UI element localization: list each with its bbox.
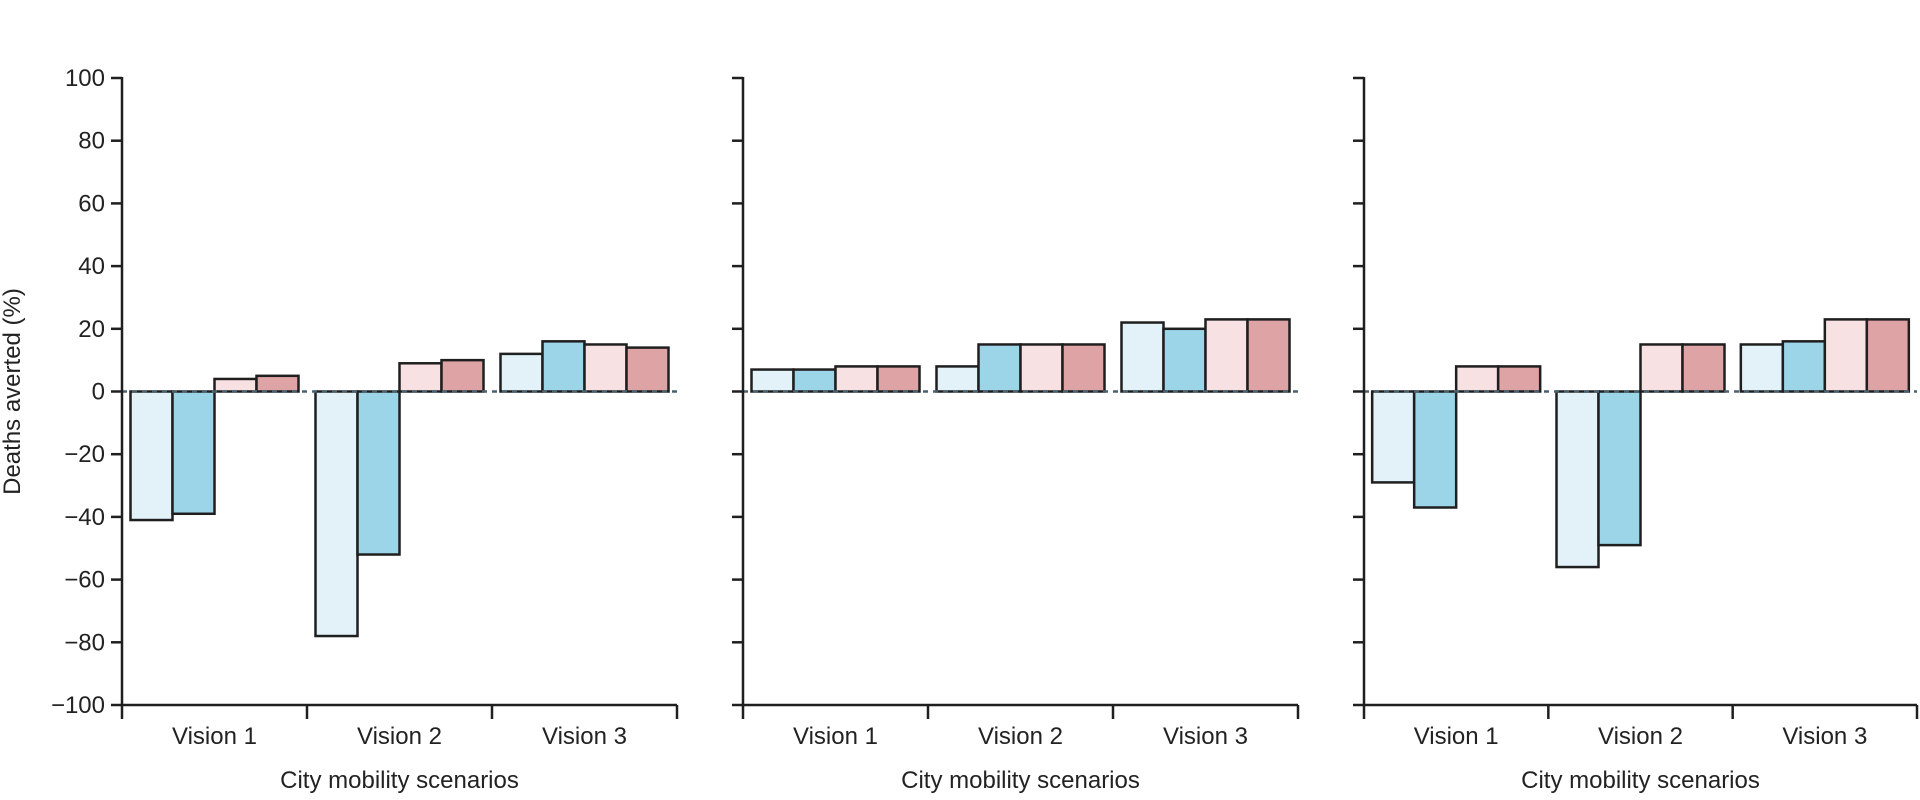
category-label-p3-1: Vision 1	[1414, 723, 1499, 750]
bar-p2-s1-2	[935, 365, 980, 393]
category-label-p2-3: Vision 3	[1163, 723, 1248, 750]
bar-p3-s1-3	[1739, 343, 1785, 393]
bar-p1-s2-2	[356, 390, 401, 556]
category-label-p1-1: Vision 1	[172, 723, 257, 750]
bar-p3-s4-3	[1865, 318, 1911, 393]
y-tick-label-1: −100	[51, 692, 105, 719]
bar-p2-s1-3	[1120, 321, 1165, 393]
category-label-p1-3: Vision 3	[542, 723, 627, 750]
y-tick-label-10: 80	[78, 128, 105, 155]
bar-p2-s4-3	[1246, 318, 1291, 393]
category-label-p1-2: Vision 2	[357, 723, 442, 750]
bar-p1-s4-2	[440, 358, 485, 393]
x-axis-title-p2: City mobility scenarios	[901, 767, 1140, 794]
bar-p3-s3-3	[1823, 318, 1869, 393]
x-axis-title-p1: City mobility scenarios	[280, 767, 519, 794]
bar-p2-s2-2	[977, 343, 1022, 393]
bar-p3-s3-1	[1454, 365, 1500, 393]
x-axis-title-p3: City mobility scenarios	[1521, 767, 1760, 794]
y-tick-label-9: 60	[78, 190, 105, 217]
bar-p1-s1-1	[129, 390, 174, 522]
bar-p1-s3-3	[583, 343, 628, 393]
bar-p1-s1-3	[499, 352, 544, 393]
bar-p2-s4-1	[876, 365, 921, 393]
y-tick-label-7: 20	[78, 316, 105, 343]
category-label-p2-2: Vision 2	[978, 723, 1063, 750]
bar-p1-s3-2	[398, 362, 443, 393]
bar-p3-s2-3	[1781, 340, 1827, 393]
y-axis-title: Deaths averted (%)	[0, 288, 26, 495]
y-tick-label-4: −40	[64, 504, 105, 531]
bar-p2-s3-1	[834, 365, 879, 393]
bar-p2-s3-3	[1204, 318, 1249, 393]
bar-p3-s1-2	[1555, 390, 1600, 569]
bar-p2-s3-2	[1019, 343, 1064, 393]
bar-p1-s3-1	[213, 377, 258, 393]
bar-p3-s2-1	[1412, 390, 1458, 509]
bar-p3-s3-2	[1639, 343, 1684, 393]
bar-p1-s1-2	[314, 390, 359, 638]
bar-p1-s2-3	[541, 340, 586, 393]
bar-p3-s4-2	[1681, 343, 1726, 393]
bar-p1-s4-1	[255, 374, 300, 393]
y-tick-label-5: −20	[64, 441, 105, 468]
category-label-p3-2: Vision 2	[1598, 723, 1683, 750]
bar-p3-s4-1	[1496, 365, 1542, 393]
bar-p3-s1-1	[1370, 390, 1416, 484]
category-label-p2-1: Vision 1	[793, 723, 878, 750]
bar-p2-s1-1	[750, 368, 795, 393]
bar-p2-s2-3	[1162, 327, 1207, 393]
bar-p1-s4-3	[625, 346, 670, 393]
y-tick-label-6: 0	[92, 379, 105, 406]
y-tick-label-11: 100	[65, 65, 105, 92]
bar-p3-s2-2	[1597, 390, 1642, 547]
bar-p1-s2-1	[171, 390, 216, 516]
y-tick-label-3: −60	[64, 567, 105, 594]
y-tick-label-2: −80	[64, 629, 105, 656]
bar-p2-s4-2	[1061, 343, 1106, 393]
bar-p2-s2-1	[792, 368, 837, 393]
category-label-p3-3: Vision 3	[1782, 723, 1867, 750]
y-tick-label-8: 40	[78, 253, 105, 280]
